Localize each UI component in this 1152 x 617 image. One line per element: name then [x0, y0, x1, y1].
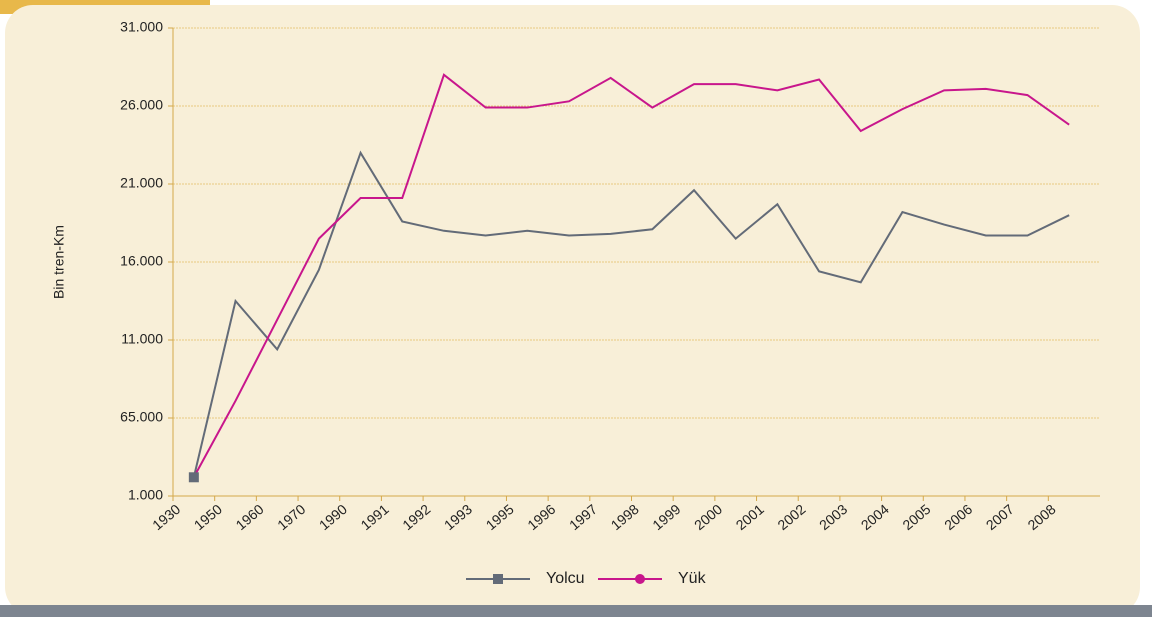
point-marker — [188, 472, 199, 483]
y-tick-label: 1.000 — [128, 487, 163, 503]
y-tick-label: 11.000 — [121, 331, 163, 347]
panel — [5, 5, 1140, 615]
y-tick-label: 26.000 — [120, 97, 163, 113]
legend-marker — [493, 574, 503, 584]
y-tick-label: 31.000 — [120, 19, 163, 35]
y-tick-label: 21.000 — [120, 175, 163, 191]
series-line — [192, 150, 1070, 478]
bottom-bar — [0, 605, 1152, 617]
y-tick-label: 65.000 — [120, 409, 163, 425]
y-axis-label: Bin tren-Km — [51, 225, 67, 299]
legend-label: Yolcu — [546, 570, 585, 587]
series-line — [192, 73, 1070, 478]
y-tick-label: 16.000 — [120, 253, 163, 269]
legend-label: Yük — [678, 570, 707, 587]
legend-marker — [635, 574, 645, 584]
